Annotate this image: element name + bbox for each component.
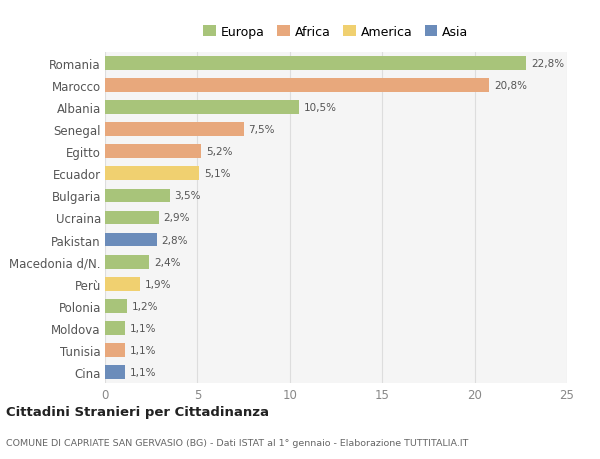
Bar — [105, 123, 244, 137]
Text: 1,1%: 1,1% — [130, 367, 157, 377]
Bar — [105, 233, 157, 247]
Text: 2,9%: 2,9% — [163, 213, 190, 223]
Bar — [105, 79, 490, 93]
Bar — [105, 343, 125, 357]
Text: 3,5%: 3,5% — [175, 191, 201, 201]
Bar — [105, 365, 125, 379]
Text: 22,8%: 22,8% — [531, 59, 564, 69]
Text: 7,5%: 7,5% — [248, 125, 275, 135]
Text: 10,5%: 10,5% — [304, 103, 337, 113]
Legend: Europa, Africa, America, Asia: Europa, Africa, America, Asia — [199, 21, 473, 44]
Text: 5,2%: 5,2% — [206, 147, 232, 157]
Bar — [105, 299, 127, 313]
Text: 2,4%: 2,4% — [154, 257, 181, 267]
Text: 1,1%: 1,1% — [130, 345, 157, 355]
Bar — [105, 101, 299, 115]
Bar — [105, 145, 201, 159]
Text: Cittadini Stranieri per Cittadinanza: Cittadini Stranieri per Cittadinanza — [6, 405, 269, 419]
Text: 1,9%: 1,9% — [145, 279, 171, 289]
Text: 1,2%: 1,2% — [132, 301, 158, 311]
Text: 1,1%: 1,1% — [130, 323, 157, 333]
Bar — [105, 189, 170, 203]
Text: 2,8%: 2,8% — [161, 235, 188, 245]
Bar — [105, 321, 125, 335]
Bar — [105, 277, 140, 291]
Bar — [105, 211, 158, 225]
Text: COMUNE DI CAPRIATE SAN GERVASIO (BG) - Dati ISTAT al 1° gennaio - Elaborazione T: COMUNE DI CAPRIATE SAN GERVASIO (BG) - D… — [6, 438, 469, 447]
Bar — [105, 255, 149, 269]
Bar — [105, 167, 199, 181]
Text: 5,1%: 5,1% — [204, 169, 230, 179]
Bar — [105, 57, 526, 71]
Text: 20,8%: 20,8% — [494, 81, 527, 91]
